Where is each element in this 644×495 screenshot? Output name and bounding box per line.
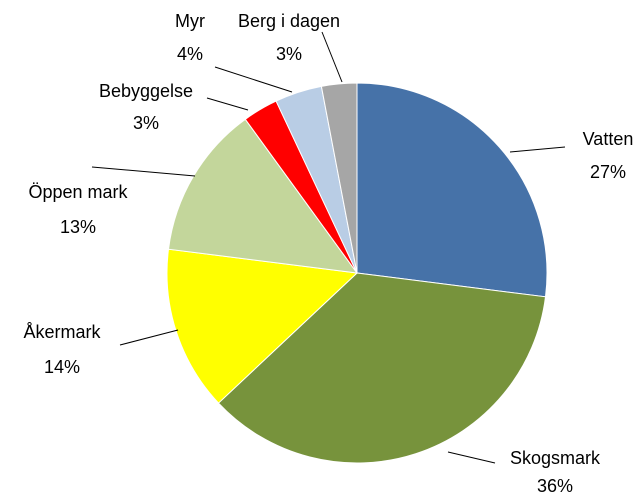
leader-line <box>91 166 196 177</box>
slice-value-label: 14% <box>44 357 80 377</box>
pie-slice <box>356 82 548 298</box>
slice-label: Åkermark <box>23 322 101 342</box>
slice-label: Berg i dagen <box>238 11 340 31</box>
pie-slice <box>320 82 358 274</box>
slice-label: Vatten <box>583 129 634 149</box>
slice-label: Myr <box>175 11 205 31</box>
slice-value-label: 27% <box>590 162 626 182</box>
slice-label: Bebyggelse <box>99 81 193 101</box>
slice-label: Öppen mark <box>28 182 128 202</box>
leader-line <box>447 451 496 464</box>
slice-value-label: 36% <box>537 476 573 495</box>
slice-value-label: 3% <box>133 113 159 133</box>
pie-slice <box>217 272 547 464</box>
leader-line <box>509 146 566 153</box>
slice-value-label: 3% <box>276 44 302 64</box>
leader-line <box>214 66 293 93</box>
leader-line <box>206 97 249 111</box>
slice-label: Skogsmark <box>510 448 601 468</box>
leader-line <box>119 329 179 346</box>
slice-value-label: 4% <box>177 44 203 64</box>
slice-value-label: 13% <box>60 217 96 237</box>
pie-slice <box>166 248 359 404</box>
leader-line <box>321 31 343 83</box>
